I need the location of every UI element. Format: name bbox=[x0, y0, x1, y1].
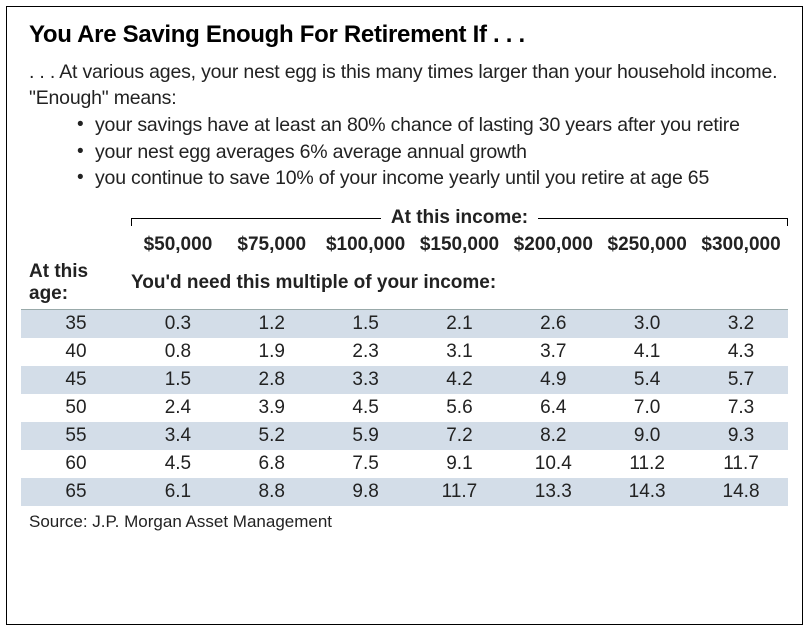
value-cell: 2.6 bbox=[506, 310, 600, 339]
col-header: $100,000 bbox=[319, 231, 413, 258]
value-cell: 2.3 bbox=[319, 338, 413, 366]
value-cell: 9.0 bbox=[600, 422, 694, 450]
value-cell: 3.4 bbox=[131, 422, 225, 450]
value-cell: 7.5 bbox=[319, 450, 413, 478]
value-cell: 7.3 bbox=[694, 394, 788, 422]
value-cell: 4.3 bbox=[694, 338, 788, 366]
value-cell: 3.3 bbox=[319, 366, 413, 394]
column-header-row: $50,000 $75,000 $100,000 $150,000 $200,0… bbox=[21, 231, 788, 258]
spacer-cell bbox=[21, 231, 131, 258]
value-cell: 1.2 bbox=[225, 310, 319, 339]
value-cell: 7.0 bbox=[600, 394, 694, 422]
age-cell: 40 bbox=[21, 338, 131, 366]
income-header-label: At this income: bbox=[381, 207, 538, 229]
value-cell: 1.5 bbox=[131, 366, 225, 394]
income-line-right bbox=[538, 218, 788, 219]
age-cell: 60 bbox=[21, 450, 131, 478]
value-cell: 6.4 bbox=[506, 394, 600, 422]
value-cell: 4.2 bbox=[413, 366, 507, 394]
value-cell: 5.7 bbox=[694, 366, 788, 394]
value-cell: 9.3 bbox=[694, 422, 788, 450]
value-cell: 4.5 bbox=[319, 394, 413, 422]
value-cell: 2.1 bbox=[413, 310, 507, 339]
value-cell: 11.7 bbox=[413, 478, 507, 506]
bullet-item: your savings have at least an 80% chance… bbox=[77, 112, 780, 138]
age-cell: 50 bbox=[21, 394, 131, 422]
page-title: You Are Saving Enough For Retirement If … bbox=[29, 21, 780, 49]
col-header: $75,000 bbox=[225, 231, 319, 258]
table-row: 350.31.21.52.12.63.03.2 bbox=[21, 310, 788, 339]
enough-label: "Enough" means: bbox=[29, 87, 780, 110]
value-cell: 3.0 bbox=[600, 310, 694, 339]
value-cell: 3.2 bbox=[694, 310, 788, 339]
age-cell: 55 bbox=[21, 422, 131, 450]
income-header-row: At this income: bbox=[21, 205, 788, 231]
income-line-left bbox=[131, 218, 381, 219]
value-cell: 9.1 bbox=[413, 450, 507, 478]
value-cell: 1.9 bbox=[225, 338, 319, 366]
table-row: 502.43.94.55.66.47.07.3 bbox=[21, 394, 788, 422]
table-row: 604.56.87.59.110.411.211.7 bbox=[21, 450, 788, 478]
value-cell: 5.6 bbox=[413, 394, 507, 422]
value-cell: 3.9 bbox=[225, 394, 319, 422]
table-row: 451.52.83.34.24.95.45.7 bbox=[21, 366, 788, 394]
value-cell: 14.8 bbox=[694, 478, 788, 506]
value-cell: 5.2 bbox=[225, 422, 319, 450]
source-line: Source: J.P. Morgan Asset Management bbox=[29, 512, 780, 532]
value-cell: 1.5 bbox=[319, 310, 413, 339]
value-cell: 5.4 bbox=[600, 366, 694, 394]
value-cell: 6.1 bbox=[131, 478, 225, 506]
col-header: $250,000 bbox=[600, 231, 694, 258]
retirement-table: At this income: $50,000 $75,000 $100,000… bbox=[21, 205, 788, 506]
value-cell: 14.3 bbox=[600, 478, 694, 506]
value-cell: 2.4 bbox=[131, 394, 225, 422]
age-cell: 65 bbox=[21, 478, 131, 506]
value-cell: 4.5 bbox=[131, 450, 225, 478]
bullet-item: you continue to save 10% of your income … bbox=[77, 165, 780, 191]
table-row: 553.45.25.97.28.29.09.3 bbox=[21, 422, 788, 450]
value-cell: 2.8 bbox=[225, 366, 319, 394]
bullet-list: your savings have at least an 80% chance… bbox=[77, 112, 780, 191]
table-wrapper: At this income: $50,000 $75,000 $100,000… bbox=[21, 205, 788, 506]
label-row: At this age: You'd need this multiple of… bbox=[21, 258, 788, 310]
col-header: $200,000 bbox=[506, 231, 600, 258]
col-header: $50,000 bbox=[131, 231, 225, 258]
value-cell: 7.2 bbox=[413, 422, 507, 450]
value-cell: 4.9 bbox=[506, 366, 600, 394]
col-header: $150,000 bbox=[413, 231, 507, 258]
value-cell: 0.8 bbox=[131, 338, 225, 366]
age-header: At this age: bbox=[21, 258, 131, 310]
value-cell: 10.4 bbox=[506, 450, 600, 478]
income-header-cell: At this income: bbox=[131, 205, 788, 231]
spacer-cell bbox=[21, 205, 131, 231]
value-cell: 8.2 bbox=[506, 422, 600, 450]
age-cell: 45 bbox=[21, 366, 131, 394]
value-cell: 3.7 bbox=[506, 338, 600, 366]
value-cell: 3.1 bbox=[413, 338, 507, 366]
value-cell: 11.2 bbox=[600, 450, 694, 478]
value-cell: 11.7 bbox=[694, 450, 788, 478]
value-cell: 0.3 bbox=[131, 310, 225, 339]
table-row: 656.18.89.811.713.314.314.8 bbox=[21, 478, 788, 506]
value-cell: 13.3 bbox=[506, 478, 600, 506]
table-row: 400.81.92.33.13.74.14.3 bbox=[21, 338, 788, 366]
value-cell: 4.1 bbox=[600, 338, 694, 366]
value-cell: 9.8 bbox=[319, 478, 413, 506]
value-cell: 8.8 bbox=[225, 478, 319, 506]
bullet-item: your nest egg averages 6% average annual… bbox=[77, 139, 780, 165]
subtitle: . . . At various ages, your nest egg is … bbox=[29, 59, 780, 85]
value-cell: 6.8 bbox=[225, 450, 319, 478]
infographic-container: You Are Saving Enough For Retirement If … bbox=[6, 6, 803, 625]
multiple-header: You'd need this multiple of your income: bbox=[131, 258, 788, 310]
value-cell: 5.9 bbox=[319, 422, 413, 450]
age-cell: 35 bbox=[21, 310, 131, 339]
col-header: $300,000 bbox=[694, 231, 788, 258]
